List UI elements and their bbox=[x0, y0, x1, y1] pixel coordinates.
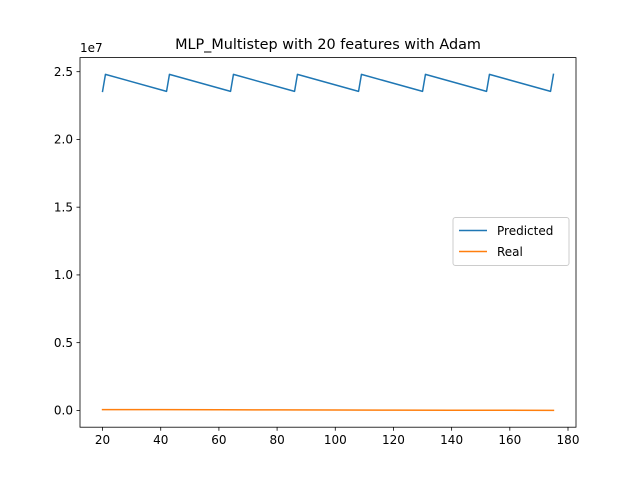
y-tick-label: 1.5 bbox=[54, 200, 73, 214]
x-tick-label: 160 bbox=[498, 433, 521, 447]
x-axis-ticks: 20 40 60 80 100 120 140 160 180 bbox=[95, 427, 580, 447]
legend-label-real: Real bbox=[497, 245, 523, 259]
y-tick-label: 2.0 bbox=[54, 133, 73, 147]
y-tick-label: 0.5 bbox=[54, 336, 73, 350]
x-tick-label: 180 bbox=[557, 433, 580, 447]
legend: Predicted Real bbox=[452, 217, 570, 266]
x-tick-label: 60 bbox=[211, 433, 226, 447]
y-tick-label: 1.0 bbox=[54, 268, 73, 282]
plot-series bbox=[101, 73, 555, 412]
x-tick-label: 120 bbox=[382, 433, 405, 447]
x-tick-label: 100 bbox=[324, 433, 347, 447]
chart-title: MLP_Multistep with 20 features with Adam bbox=[175, 37, 481, 53]
y-tick-label: 0.0 bbox=[54, 404, 73, 418]
y-tick-label: 2.5 bbox=[54, 65, 73, 79]
legend-label-predicted: Predicted bbox=[497, 224, 553, 238]
series-line-real bbox=[101, 408, 555, 412]
y-axis-ticks: 0.0 0.5 1.0 1.5 2.0 2.5 bbox=[54, 65, 80, 418]
series-line-predicted bbox=[101, 73, 555, 93]
legend-box bbox=[452, 217, 570, 266]
x-tick-label: 20 bbox=[95, 433, 110, 447]
axes-frame bbox=[79, 57, 577, 428]
x-tick-label: 40 bbox=[153, 433, 168, 447]
x-tick-label: 140 bbox=[440, 433, 463, 447]
x-tick-label: 80 bbox=[269, 433, 284, 447]
y-axis-offset-label: 1e7 bbox=[80, 41, 103, 55]
